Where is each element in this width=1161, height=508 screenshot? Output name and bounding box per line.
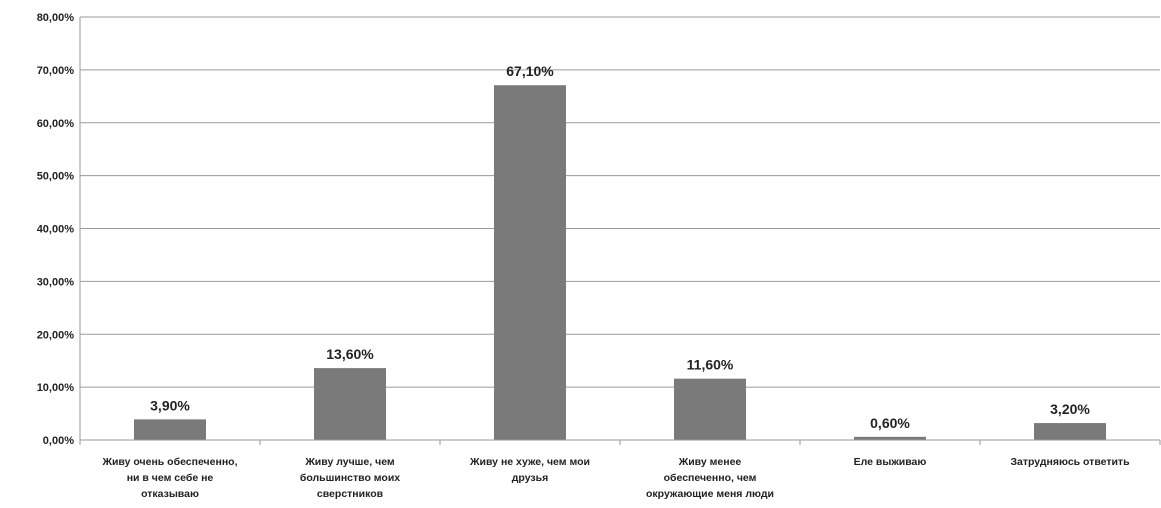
- category-label: обеспеченно, чем: [664, 472, 757, 484]
- category-label: сверстников: [317, 488, 384, 500]
- category-label: ни в чем себе не: [127, 472, 214, 484]
- category-label: Живу менее: [678, 456, 742, 468]
- y-tick-label: 10,00%: [37, 382, 75, 394]
- data-label: 67,10%: [506, 63, 554, 79]
- category-label: Живу лучше, чем: [304, 456, 395, 468]
- bar: [494, 85, 566, 441]
- y-tick-label: 30,00%: [37, 276, 75, 288]
- category-label: Еле выживаю: [854, 456, 927, 468]
- category-label: Живу не хуже, чем мои: [469, 456, 590, 468]
- category-labels: Живу очень обеспеченно, ни в чем себе не о…: [101, 456, 1130, 500]
- category-label: Затрудняюсь ответить: [1010, 456, 1130, 468]
- y-tick-label: 40,00%: [37, 224, 75, 236]
- y-tick-label: 0,00%: [43, 435, 74, 447]
- data-label: 0,60%: [870, 415, 910, 431]
- data-label: 3,20%: [1050, 401, 1090, 417]
- category-label: большинство моих: [300, 472, 400, 484]
- y-tick-label: 70,00%: [37, 65, 75, 77]
- y-tick-label: 50,00%: [37, 171, 75, 183]
- data-label: 13,60%: [326, 346, 374, 362]
- category-label: Живу очень обеспеченно,: [101, 456, 237, 468]
- bar: [314, 368, 386, 440]
- y-tick-label: 80,00%: [37, 12, 75, 24]
- x-axis: [79, 17, 1161, 445]
- bar: [134, 419, 206, 440]
- y-tick-label: 60,00%: [37, 118, 75, 130]
- bar: [854, 436, 926, 440]
- category-label: друзья: [512, 472, 548, 484]
- bar: [1034, 423, 1106, 440]
- y-tick-label: 20,00%: [37, 329, 75, 341]
- bar: [674, 378, 746, 440]
- category-label: окружающие меня люди: [646, 488, 774, 500]
- gridlines: [80, 16, 1160, 388]
- data-label: 11,60%: [687, 357, 734, 373]
- y-axis-ticks: 0,00% 10,00% 20,00% 30,00% 40,00% 50,00% 60,00…: [37, 12, 75, 447]
- data-label: 3,90%: [150, 397, 190, 413]
- data-labels: 3,90% 13,60% 67,10% 11,60% 0,60% 3,20%: [150, 63, 1090, 431]
- bars: [134, 85, 1106, 441]
- category-label: отказываю: [141, 488, 199, 500]
